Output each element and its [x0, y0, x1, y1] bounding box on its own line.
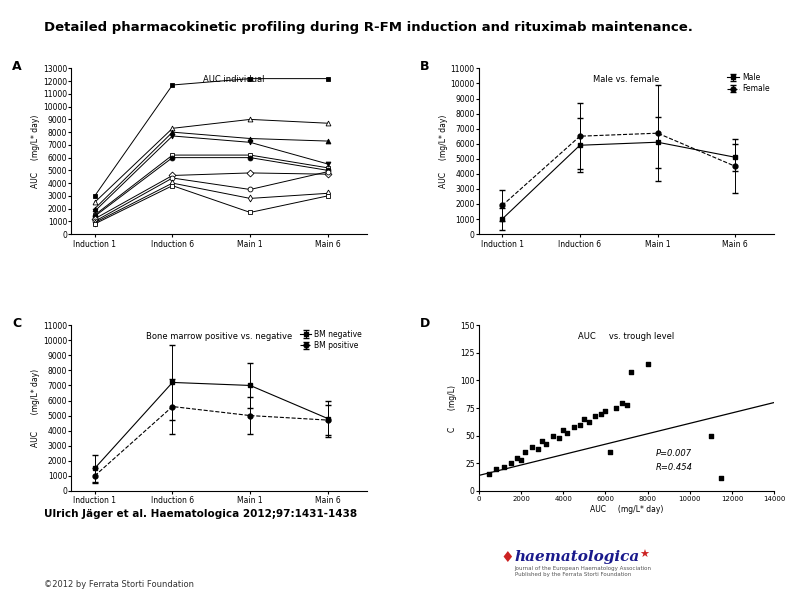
- Text: ★: ★: [639, 550, 649, 560]
- Point: [642, 359, 654, 369]
- Point: [595, 409, 607, 418]
- Point: [519, 447, 532, 457]
- Point: [540, 440, 553, 449]
- Text: ♦: ♦: [500, 550, 514, 565]
- Text: Ulrich Jäger et al. Haematologica 2012;97:1431-1438: Ulrich Jäger et al. Haematologica 2012;9…: [44, 509, 357, 519]
- Y-axis label: AUC       (mg/L* day): AUC (mg/L* day): [31, 369, 40, 447]
- Y-axis label: AUC     (mg/L* day): AUC (mg/L* day): [439, 115, 448, 188]
- Point: [620, 400, 633, 409]
- Point: [599, 406, 612, 416]
- Text: B: B: [420, 60, 430, 73]
- Text: Journal of the European Haematology Association
Published by the Ferrata Storti : Journal of the European Haematology Asso…: [515, 566, 652, 577]
- Text: A: A: [13, 60, 22, 73]
- Point: [616, 398, 629, 408]
- Text: D: D: [420, 317, 430, 330]
- Point: [624, 367, 637, 377]
- Y-axis label: C       (mg/L): C (mg/L): [449, 384, 457, 431]
- Legend: Male, Female: Male, Female: [724, 70, 773, 96]
- Point: [532, 444, 545, 453]
- Text: C: C: [13, 317, 21, 330]
- Point: [588, 411, 601, 421]
- Y-axis label: AUC     (mg/L* day): AUC (mg/L* day): [31, 115, 40, 188]
- X-axis label: AUC     (mg/L* day): AUC (mg/L* day): [590, 505, 663, 514]
- Point: [578, 414, 591, 424]
- Text: haematologica: haematologica: [515, 550, 640, 565]
- Point: [715, 473, 728, 483]
- Text: AUC individual: AUC individual: [203, 75, 264, 84]
- Point: [553, 433, 565, 443]
- Point: [483, 469, 495, 479]
- Point: [546, 431, 559, 440]
- Text: Bone marrow positive vs. negative: Bone marrow positive vs. negative: [146, 332, 292, 341]
- Point: [511, 453, 523, 462]
- Text: R=0.454: R=0.454: [656, 463, 693, 472]
- Point: [489, 464, 502, 474]
- Point: [603, 447, 616, 457]
- Point: [526, 442, 538, 452]
- Point: [557, 425, 569, 435]
- Point: [610, 403, 622, 413]
- Text: AUC     vs. trough level: AUC vs. trough level: [578, 332, 675, 341]
- Point: [498, 462, 511, 471]
- Point: [504, 459, 517, 468]
- Text: ©2012 by Ferrata Storti Foundation: ©2012 by Ferrata Storti Foundation: [44, 580, 194, 589]
- Point: [561, 428, 574, 438]
- Text: Detailed pharmacokinetic profiling during R-FM induction and rituximab maintenan: Detailed pharmacokinetic profiling durin…: [44, 21, 692, 34]
- Text: P=0.007: P=0.007: [656, 449, 692, 459]
- Point: [582, 418, 595, 427]
- Point: [536, 436, 549, 446]
- Point: [568, 422, 580, 431]
- Legend: BM negative, BM positive: BM negative, BM positive: [297, 327, 365, 353]
- Point: [574, 420, 587, 430]
- Text: Male vs. female: Male vs. female: [593, 75, 660, 84]
- Point: [704, 431, 717, 440]
- Point: [515, 455, 527, 465]
